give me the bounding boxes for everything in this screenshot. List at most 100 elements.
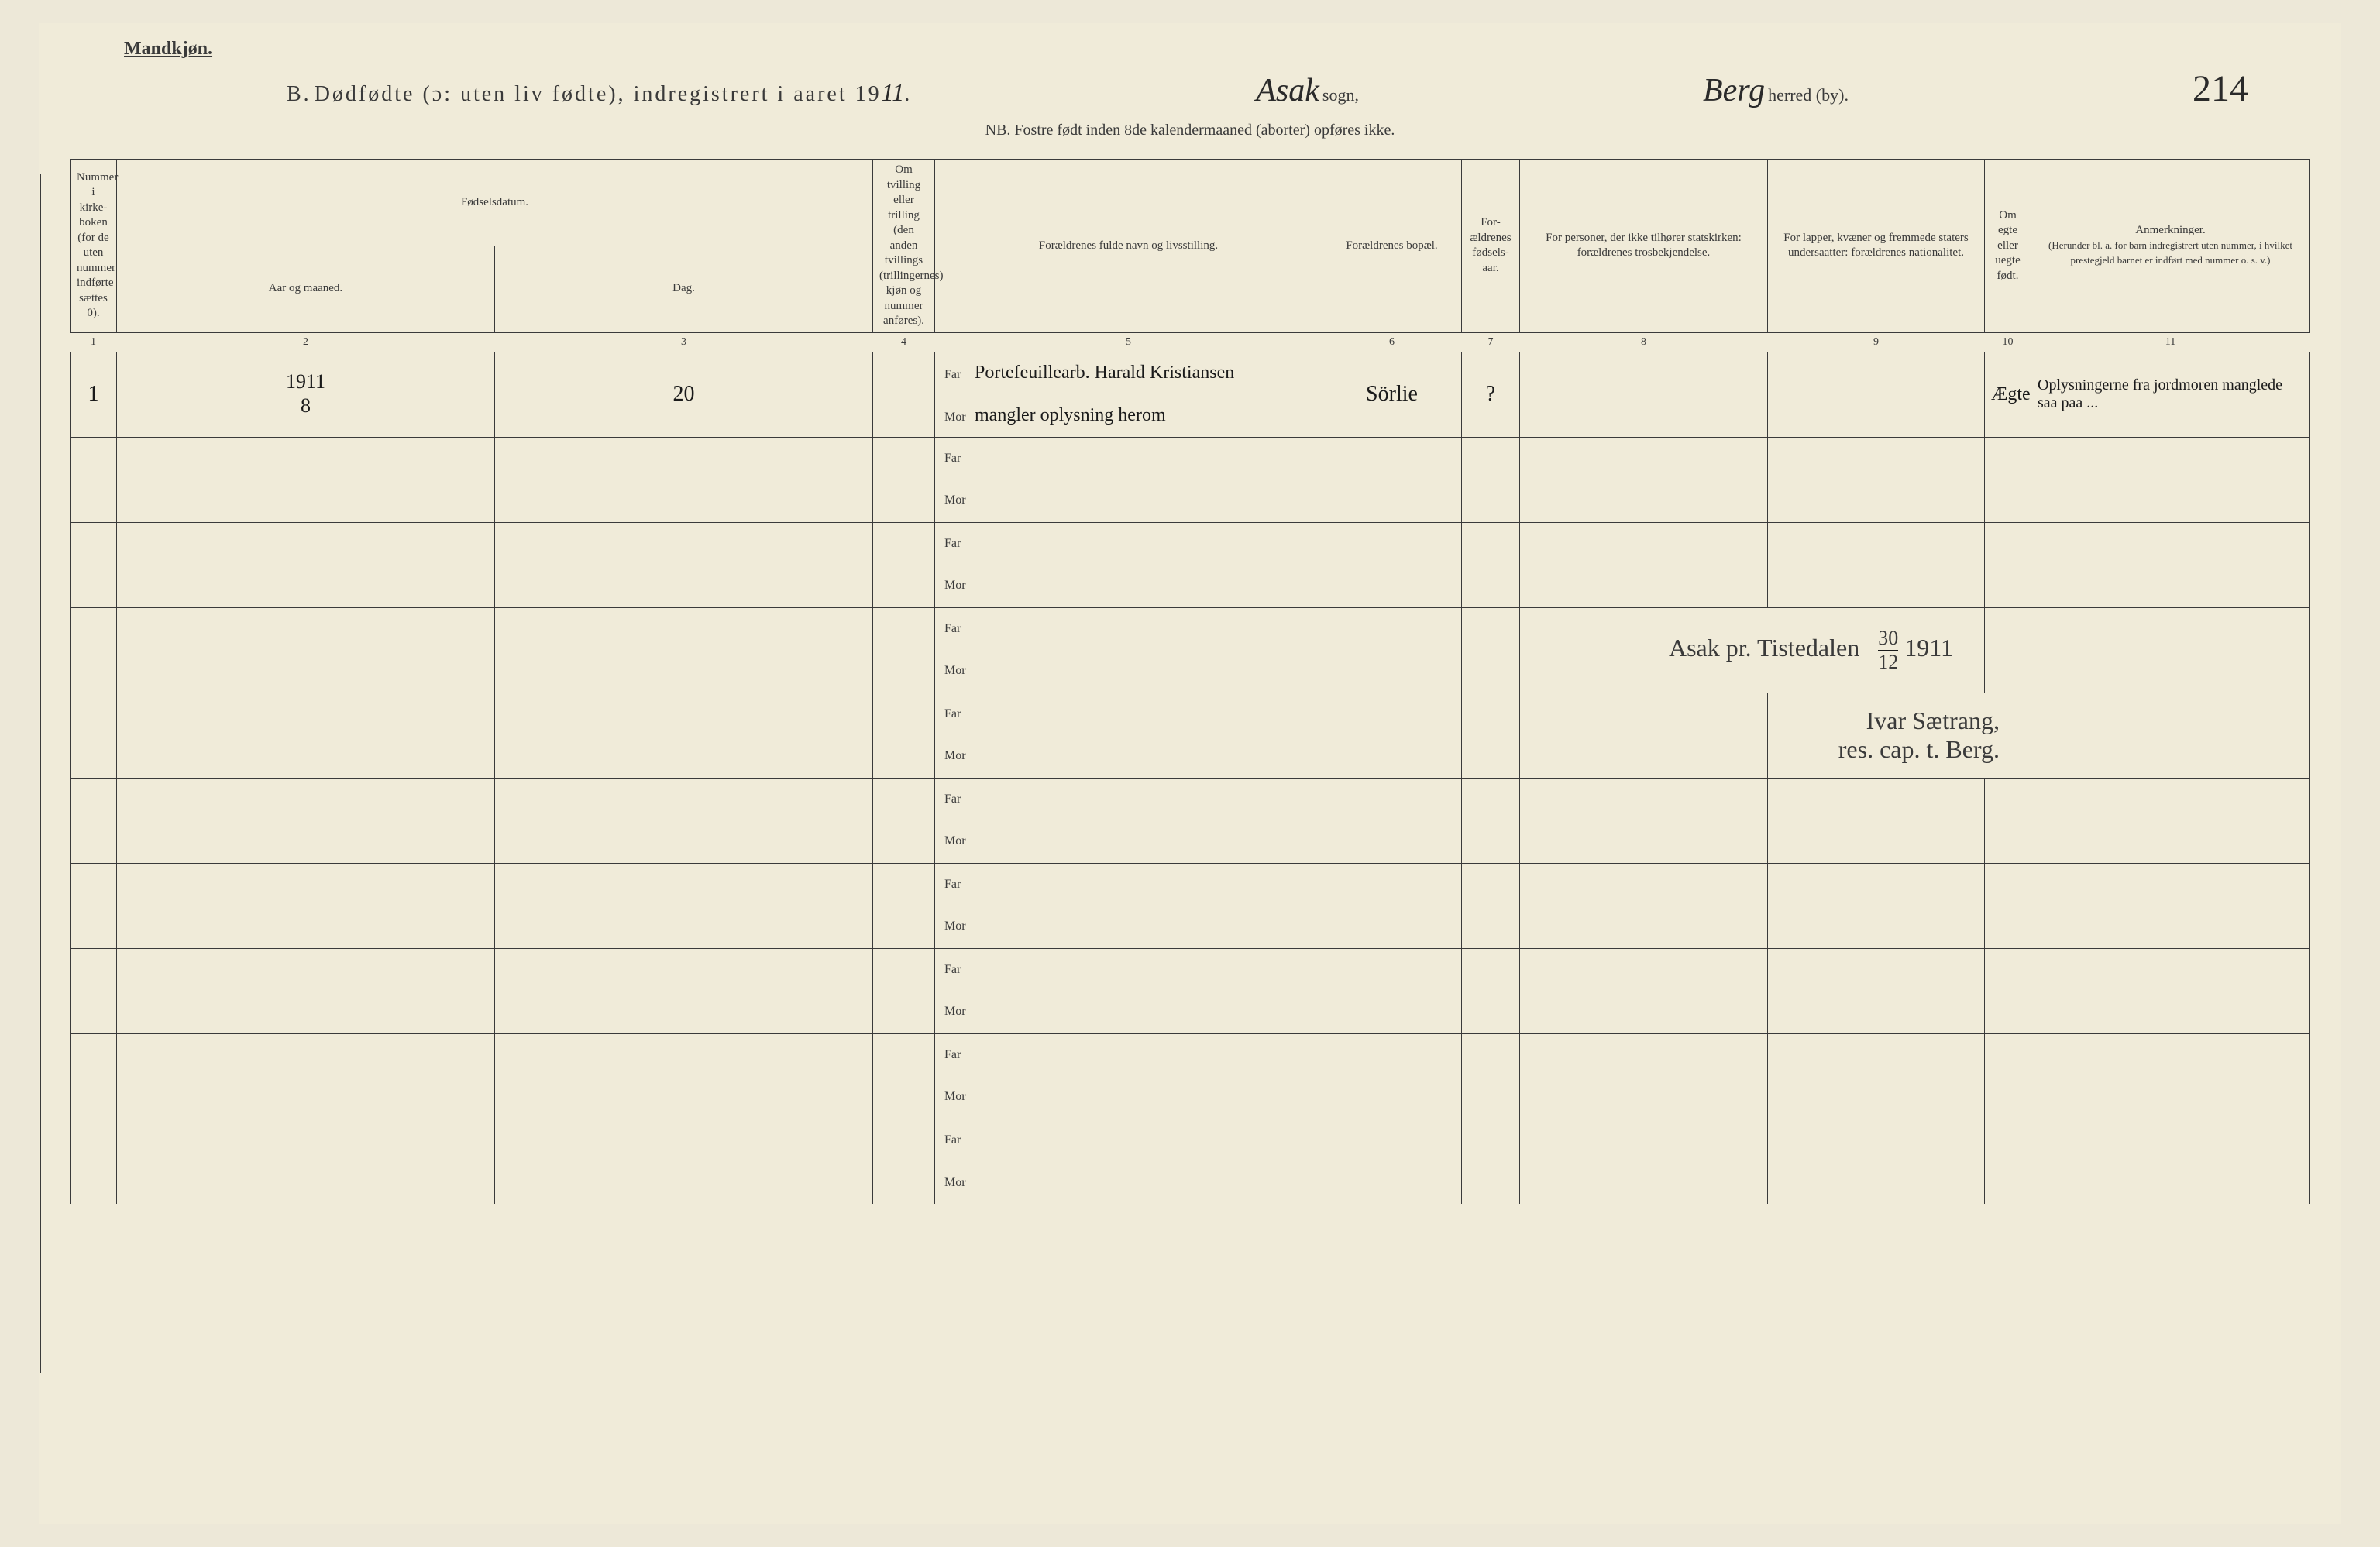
- cell-empty: [1322, 522, 1462, 607]
- title-section: B. Dødfødte (ɔ: uten liv fødte), indregi…: [287, 78, 912, 107]
- cell-empty: [873, 693, 935, 778]
- cell-empty: [71, 607, 117, 693]
- cell-empty: [117, 693, 495, 778]
- col-header-1: Nummer i kirke-boken (for de uten nummer…: [71, 160, 117, 333]
- year-suffix: 11: [882, 78, 905, 106]
- cell-empty: [1462, 693, 1520, 778]
- cell-mor-empty: Mor: [935, 1161, 1322, 1204]
- cell-empty: [117, 1033, 495, 1119]
- document-page: Mandkjøn. B. Dødfødte (ɔ: uten liv fødte…: [39, 23, 2341, 1524]
- cell-empty: [71, 863, 117, 948]
- cell-empty: [1985, 778, 2031, 863]
- col-header-6: Forældrenes bopæl.: [1322, 160, 1462, 333]
- cell-empty: [1985, 1119, 2031, 1204]
- col-header-8: For personer, der ikke tilhører statskir…: [1520, 160, 1768, 333]
- year-bottom: 8: [286, 394, 325, 418]
- cell-num: 1: [71, 352, 117, 437]
- cell-empty: [873, 1033, 935, 1119]
- mor-label: Mor: [944, 411, 972, 425]
- sogn-value: Asak: [1256, 73, 1319, 108]
- cell-empty: [1768, 863, 1985, 906]
- cell-empty: [1768, 948, 1985, 991]
- herred-value: Berg: [1703, 73, 1765, 108]
- colnum-4: 4: [873, 332, 935, 352]
- cell-far-empty: Far: [935, 948, 1322, 991]
- cell-empty: [1462, 437, 1520, 522]
- cell-mor-empty: Mor: [935, 991, 1322, 1033]
- cell-nationality-bottom: [1768, 394, 1985, 437]
- page-number: 214: [2193, 67, 2248, 110]
- mor-text: mangler oplysning herom: [975, 405, 1166, 425]
- register-table: Nummer i kirke-boken (for de uten nummer…: [70, 159, 2310, 1204]
- cell-mor-empty: Mor: [935, 1076, 1322, 1119]
- cell-empty: [1768, 437, 1985, 480]
- signature-place-date: Asak pr. Tistedalen 30 12 1911: [1520, 607, 1985, 693]
- cell-empty: [1985, 522, 2031, 607]
- cell-parent-age: ?: [1462, 352, 1520, 437]
- cell-empty: [495, 948, 873, 1033]
- col-header-11: Anmerkninger. (Herunder bl. a. for barn …: [2031, 160, 2310, 333]
- col-header-5: Forældrenes fulde navn og livsstilling.: [935, 160, 1322, 333]
- col-header-9: For lapper, kvæner og fremmede staters u…: [1768, 160, 1985, 333]
- cell-empty: [1322, 948, 1462, 1033]
- col-header-7: For-ældrenes fødsels-aar.: [1462, 160, 1520, 333]
- col-header-4: Om tvilling eller trilling (den anden tv…: [873, 160, 935, 333]
- cell-empty: [1462, 522, 1520, 607]
- cell-empty: [1985, 948, 2031, 1033]
- table-row: Far Ivar Sætrang, res. cap. t. Berg.: [71, 693, 2310, 735]
- col-header-10: Om egte eller uegte født.: [1985, 160, 2031, 333]
- cell-empty: [873, 607, 935, 693]
- cell-empty: [1768, 1161, 1985, 1204]
- herred-section: Berg herred (by).: [1703, 72, 1849, 109]
- cell-empty: [1462, 1119, 1520, 1204]
- column-number-row: 1 2 3 4 5 6 7 8 9 10 11: [71, 332, 2310, 352]
- cell-empty: [1462, 778, 1520, 863]
- table-body: 1 1911 8 20 Far Portefeuillearb. Harald …: [71, 352, 2310, 1204]
- cell-empty: [1322, 863, 1462, 948]
- cell-empty: [1322, 607, 1462, 693]
- cell-empty: [873, 1119, 935, 1204]
- colnum-11: 11: [2031, 332, 2310, 352]
- cell-empty: [873, 522, 935, 607]
- cell-empty: [1520, 778, 1768, 863]
- cell-mor-empty: Mor: [935, 480, 1322, 522]
- title-row: B. Dødfødte (ɔ: uten liv fødte), indregi…: [70, 67, 2310, 110]
- cell-empty: [2031, 1119, 2310, 1204]
- cell-empty: [1322, 1033, 1462, 1119]
- table-row: Far: [71, 1119, 2310, 1161]
- cell-mor-empty: Mor: [935, 820, 1322, 863]
- cell-empty: [71, 693, 117, 778]
- table-row: Far: [71, 863, 2310, 906]
- cell-far-empty: Far: [935, 607, 1322, 650]
- cell-empty: [2031, 693, 2310, 778]
- header-row-1: Nummer i kirke-boken (for de uten nummer…: [71, 160, 2310, 246]
- cell-empty: [1520, 1033, 1768, 1119]
- colnum-2: 2: [117, 332, 495, 352]
- cell-mor-empty: Mor: [935, 906, 1322, 948]
- cell-empty: [71, 948, 117, 1033]
- far-label: Far: [944, 368, 972, 382]
- cell-religion: [1520, 352, 1768, 437]
- table-row: Far: [71, 1033, 2310, 1076]
- cell-empty: [117, 607, 495, 693]
- signer-title: res. cap. t. Berg.: [1838, 735, 2000, 763]
- cell-empty: [2031, 948, 2310, 1033]
- cell-empty: [495, 522, 873, 607]
- cell-empty: [495, 778, 873, 863]
- cell-empty: [117, 522, 495, 607]
- cell-empty: [1768, 565, 1985, 607]
- cell-twin: [873, 352, 935, 437]
- cell-bopael: Sörlie: [1322, 352, 1462, 437]
- cell-year-month: 1911 8: [117, 352, 495, 437]
- table-row: 1 1911 8 20 Far Portefeuillearb. Harald …: [71, 352, 2310, 394]
- cell-far-empty: Far: [935, 863, 1322, 906]
- cell-empty: [1322, 1119, 1462, 1204]
- cell-empty: [117, 1119, 495, 1204]
- cell-nationality-top: [1768, 352, 1985, 394]
- cell-empty: [1520, 1119, 1768, 1204]
- sign-year: 1911: [1904, 633, 1953, 661]
- sign-month: 12: [1878, 651, 1898, 674]
- gender-label: Mandkjøn.: [124, 39, 2310, 60]
- cell-empty: [117, 863, 495, 948]
- cell-empty: [2031, 1033, 2310, 1119]
